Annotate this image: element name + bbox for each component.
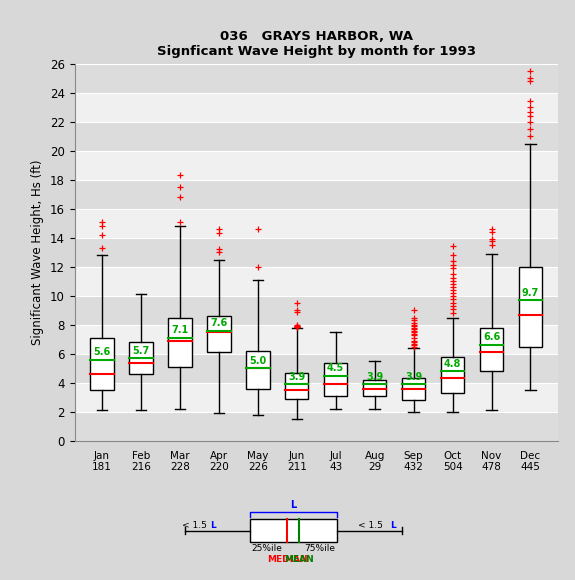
- Bar: [129, 342, 152, 374]
- Bar: [75, 180, 558, 209]
- Text: 3.9: 3.9: [405, 372, 422, 382]
- Text: < 1.5: < 1.5: [358, 521, 386, 530]
- Bar: [75, 209, 558, 238]
- Bar: [519, 267, 542, 346]
- Text: 4.5: 4.5: [327, 363, 344, 373]
- Text: 4.8: 4.8: [444, 358, 461, 369]
- Text: 3.9: 3.9: [366, 372, 384, 382]
- Bar: [402, 378, 426, 400]
- Bar: [285, 372, 308, 399]
- Bar: [75, 296, 558, 325]
- Bar: [324, 362, 347, 396]
- Text: 9.7: 9.7: [522, 288, 539, 298]
- Text: 75%ile: 75%ile: [305, 545, 336, 553]
- Bar: [75, 64, 558, 93]
- Bar: [441, 357, 464, 393]
- Bar: [75, 238, 558, 267]
- Bar: [75, 151, 558, 180]
- Text: 6.6: 6.6: [483, 332, 500, 342]
- Bar: [90, 338, 114, 390]
- Text: MEDIAN: MEDIAN: [267, 556, 308, 564]
- Text: < 1.5: < 1.5: [182, 521, 210, 530]
- Bar: [75, 354, 558, 383]
- Bar: [75, 267, 558, 296]
- Bar: [75, 325, 558, 354]
- Text: 3.9: 3.9: [288, 372, 305, 382]
- Text: L: L: [390, 521, 396, 530]
- Text: 5.7: 5.7: [132, 346, 150, 356]
- Text: 5.0: 5.0: [249, 356, 266, 366]
- Bar: [246, 351, 270, 389]
- Bar: [363, 380, 386, 396]
- Text: 25%ile: 25%ile: [251, 545, 282, 553]
- Y-axis label: Significant Wave Height, Hs (ft): Significant Wave Height, Hs (ft): [32, 160, 44, 345]
- Bar: [250, 519, 337, 542]
- Text: 7.6: 7.6: [210, 318, 228, 328]
- Bar: [75, 93, 558, 122]
- Text: L: L: [290, 501, 296, 510]
- Bar: [75, 383, 558, 412]
- Title: 036   GRAYS HARBOR, WA
Signficant Wave Height by month for 1993: 036 GRAYS HARBOR, WA Signficant Wave Hei…: [157, 31, 476, 59]
- Bar: [168, 317, 191, 367]
- Text: 5.6: 5.6: [93, 347, 110, 357]
- Bar: [75, 412, 558, 441]
- Text: 7.1: 7.1: [171, 325, 189, 335]
- Text: MEAN: MEAN: [285, 556, 314, 564]
- Bar: [207, 316, 231, 352]
- Bar: [480, 328, 503, 371]
- Bar: [75, 122, 558, 151]
- Text: L: L: [210, 521, 216, 530]
